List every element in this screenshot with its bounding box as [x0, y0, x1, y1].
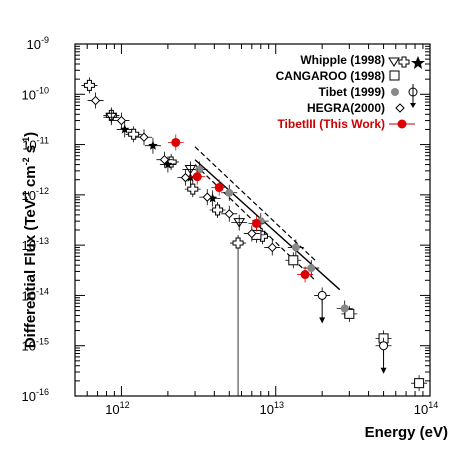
data-point-red-circle: [300, 270, 310, 280]
series-cross: [81, 77, 271, 396]
series-open-circle: [314, 287, 392, 374]
data-point-square: [288, 255, 299, 266]
series-filled-circle-red: [167, 134, 314, 283]
data-point-cross: [232, 237, 244, 249]
data-point-diamond: [224, 209, 234, 219]
data-point-gray-circle: [340, 304, 349, 313]
data-point-open-circle: [317, 290, 327, 300]
data-point-red-circle: [192, 172, 202, 182]
data-point-star: [120, 124, 130, 134]
y-tick-label: 10-9: [27, 35, 49, 52]
series-filled-circle-gray: [191, 161, 353, 317]
filled-red-circle-icon: [397, 119, 407, 129]
legend-markers-tibet: [391, 84, 418, 108]
data-point-diamond: [159, 155, 170, 165]
legend-label-tibetiii: TibetIII (This Work): [277, 117, 385, 131]
data-point-star: [207, 193, 218, 203]
data-point-gray-circle: [291, 243, 300, 252]
data-point-star: [163, 159, 173, 169]
plot-frame: [74, 43, 431, 397]
x-tick-label: 1013: [259, 400, 283, 417]
legend-markers-whipple: [388, 56, 425, 69]
data-point-open-circle: [379, 341, 389, 351]
data-point-red-circle: [214, 183, 224, 193]
y-tick-label: 10-16: [22, 387, 49, 404]
series-diamond: [87, 92, 281, 256]
data-point-gray-circle: [307, 264, 316, 273]
upper-limit-arrow-head: [319, 317, 326, 324]
best-fit-line: [194, 159, 341, 291]
legend: Whipple (1998) CANGAROO (1998) Tibet (19…: [276, 53, 425, 131]
data-point-diamond: [90, 95, 101, 106]
y-tick-label: 10-14: [22, 286, 49, 303]
data-point-cross: [212, 204, 224, 216]
series-square: [248, 226, 428, 392]
y-tick-label: 10-15: [22, 337, 49, 354]
x-tick-label: 1012: [105, 400, 129, 417]
plot-area: [74, 43, 431, 397]
data-point-diamond: [180, 172, 191, 183]
error-band-line: [194, 146, 316, 261]
y-tick-label: 10-10: [22, 85, 49, 102]
filled-gray-circle-icon: [391, 88, 399, 96]
data-point-cross: [83, 79, 95, 91]
legend-markers-tibetiii: [389, 119, 415, 129]
data-point-cross: [187, 183, 199, 195]
legend-label-cangaroo: CANGAROO (1998): [276, 69, 385, 83]
data-point-triangle: [233, 218, 246, 228]
data-point-diamond: [202, 192, 212, 202]
data-point-diamond: [139, 132, 149, 142]
x-axis: 1012 1013 1014: [74, 44, 438, 417]
data-point-star: [148, 140, 158, 150]
y-axis: 10-9 10-10 10-11 10-12 10-13 10-14 10-15 10-16: [22, 35, 430, 404]
data-points: [81, 77, 428, 396]
data-point-diamond: [116, 115, 127, 126]
data-point-diamond: [267, 242, 277, 253]
legend-label-hegra: HEGRA(2000): [307, 101, 385, 115]
data-point-red-circle: [251, 218, 261, 228]
square-icon: [389, 70, 400, 81]
arrow-head-icon: [410, 103, 416, 108]
data-point-square: [414, 378, 425, 389]
x-tick-label: 1014: [414, 400, 438, 417]
diamond-icon: [395, 103, 405, 113]
legend-label-tibet: Tibet (1999): [319, 85, 385, 99]
cross-icon: [398, 56, 410, 68]
star-icon: [411, 56, 425, 69]
y-tick-label: 10-11: [22, 136, 49, 153]
upper-limit-arrow-head: [380, 367, 387, 374]
y-axis-title: Differential Flux (TeV-1 cm-2 s-1): [21, 132, 39, 348]
y-tick-label: 10-12: [22, 186, 49, 203]
data-point-gray-circle: [225, 188, 234, 197]
legend-label-whipple: Whipple (1998): [300, 53, 385, 67]
data-point-red-circle: [171, 137, 181, 147]
data-point-triangle: [105, 112, 118, 123]
triangle-down-icon: [388, 57, 400, 67]
y-tick-label: 10-13: [22, 236, 49, 253]
data-point-cross: [128, 128, 140, 140]
x-axis-title: Energy (eV): [365, 424, 448, 441]
data-point-diamond: [247, 228, 257, 239]
